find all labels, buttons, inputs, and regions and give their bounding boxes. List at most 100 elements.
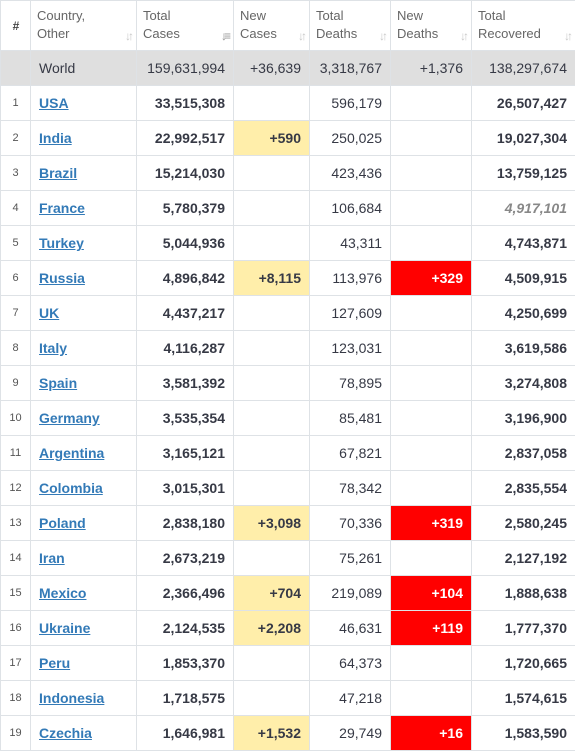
country-link[interactable]: Turkey — [39, 235, 84, 251]
total-recovered: 4,250,699 — [471, 295, 575, 331]
column-header-label-line2: Cases — [143, 26, 180, 41]
total-deaths: 70,336 — [309, 505, 391, 541]
sort-arrows-icon[interactable]: ↓↑ — [460, 29, 469, 43]
country-link[interactable]: Argentina — [39, 445, 105, 461]
total-cases: 4,896,842 — [136, 260, 234, 296]
total-cases: 3,015,301 — [136, 470, 234, 506]
new-cases — [233, 680, 310, 716]
row-index: 14 — [0, 540, 31, 576]
total-cases: 1,646,981 — [136, 715, 234, 751]
new-deaths — [390, 295, 472, 331]
new-deaths — [390, 400, 472, 436]
world-total-cases: 159,631,994 — [136, 50, 234, 86]
total-recovered: 1,888,638 — [471, 575, 575, 611]
row-index: 1 — [0, 85, 31, 121]
total-deaths: 78,895 — [309, 365, 391, 401]
new-deaths: +16 — [390, 715, 472, 751]
world-total-recovered: 138,297,674 — [471, 50, 575, 86]
row-index: 3 — [0, 155, 31, 191]
country-link[interactable]: Czechia — [39, 725, 92, 741]
country-link[interactable]: Poland — [39, 515, 86, 531]
column-header-country[interactable]: Country, Other ↓↑ — [30, 0, 137, 51]
new-deaths — [390, 330, 472, 366]
column-header-label-line2: Deaths — [397, 26, 439, 41]
total-recovered: 2,837,058 — [471, 435, 575, 471]
total-cases: 2,124,535 — [136, 610, 234, 646]
new-deaths — [390, 470, 472, 506]
country-link[interactable]: Italy — [39, 340, 68, 356]
total-cases: 15,214,030 — [136, 155, 234, 191]
country-link[interactable]: Brazil — [39, 165, 78, 181]
country-cell: Peru — [30, 645, 137, 681]
world-row: World 159,631,994 +36,639 3,318,767 +1,3… — [0, 50, 575, 86]
country-link[interactable]: UK — [39, 305, 60, 321]
total-cases: 33,515,308 — [136, 85, 234, 121]
total-cases: 5,044,936 — [136, 225, 234, 261]
country-link[interactable]: Peru — [39, 655, 71, 671]
column-header-new-deaths[interactable]: New Deaths ↓↑ — [390, 0, 472, 51]
sort-arrows-icon[interactable]: ↓↑ — [298, 29, 307, 43]
column-header-label-line1: Total — [143, 8, 171, 23]
country-link[interactable]: Mexico — [39, 585, 87, 601]
new-deaths — [390, 120, 472, 156]
new-deaths: +104 — [390, 575, 472, 611]
table-header: # Country, Other ↓↑ Total Cases ↓≡ New Cases ↓↑ To… — [0, 0, 575, 51]
new-cases: +590 — [233, 120, 310, 156]
country-cell: Poland — [30, 505, 137, 541]
new-deaths: +319 — [390, 505, 472, 541]
total-deaths: 106,684 — [309, 190, 391, 226]
country-link[interactable]: Spain — [39, 375, 78, 391]
world-new-deaths: +1,376 — [390, 50, 472, 86]
country-link[interactable]: USA — [39, 95, 69, 111]
total-deaths: 64,373 — [309, 645, 391, 681]
table-row: 14 Iran 2,673,219 75,261 2,127,192 — [0, 540, 575, 576]
total-cases: 2,366,496 — [136, 575, 234, 611]
row-index: 6 — [0, 260, 31, 296]
total-deaths: 596,179 — [309, 85, 391, 121]
country-link[interactable]: Indonesia — [39, 690, 105, 706]
total-recovered: 4,743,871 — [471, 225, 575, 261]
total-recovered: 2,127,192 — [471, 540, 575, 576]
country-link[interactable]: Iran — [39, 550, 65, 566]
row-index: 11 — [0, 435, 31, 471]
new-deaths — [390, 190, 472, 226]
total-recovered: 4,509,915 — [471, 260, 575, 296]
total-deaths: 67,821 — [309, 435, 391, 471]
column-header-label-line2: Cases — [240, 26, 277, 41]
total-cases: 22,992,517 — [136, 120, 234, 156]
country-link[interactable]: Russia — [39, 270, 85, 286]
row-index: 16 — [0, 610, 31, 646]
column-header-total-deaths[interactable]: Total Deaths ↓↑ — [309, 0, 391, 51]
sort-arrows-icon[interactable]: ↓↑ — [379, 29, 388, 43]
table-row: 9 Spain 3,581,392 78,895 3,274,808 — [0, 365, 575, 401]
total-cases: 3,581,392 — [136, 365, 234, 401]
row-index: 8 — [0, 330, 31, 366]
country-link[interactable]: France — [39, 200, 85, 216]
world-total-deaths: 3,318,767 — [309, 50, 391, 86]
country-cell: Italy — [30, 330, 137, 366]
country-link[interactable]: Ukraine — [39, 620, 91, 636]
country-link[interactable]: Germany — [39, 410, 100, 426]
sort-arrows-icon[interactable]: ↓↑ — [564, 29, 573, 43]
row-index: 7 — [0, 295, 31, 331]
country-link[interactable]: Colombia — [39, 480, 103, 496]
sort-desc-icon[interactable]: ↓≡ — [220, 29, 231, 43]
country-link[interactable]: India — [39, 130, 72, 146]
column-header-total-recovered[interactable]: Total Recovered ↓↑ — [471, 0, 575, 51]
new-cases: +2,208 — [233, 610, 310, 646]
table-row: 6 Russia 4,896,842 +8,115 113,976 +329 4,509,9… — [0, 260, 575, 296]
row-index: 17 — [0, 645, 31, 681]
column-header-total-cases[interactable]: Total Cases ↓≡ — [136, 0, 234, 51]
new-cases — [233, 295, 310, 331]
sort-arrows-icon[interactable]: ↓↑ — [125, 29, 134, 43]
column-header-label-line1: New — [240, 8, 267, 23]
column-header-new-cases[interactable]: New Cases ↓↑ — [233, 0, 310, 51]
table-row: 4 France 5,780,379 106,684 4,917,101 — [0, 190, 575, 226]
total-recovered: 1,583,590 — [471, 715, 575, 751]
table-body: World 159,631,994 +36,639 3,318,767 +1,3… — [0, 50, 575, 751]
total-deaths: 46,631 — [309, 610, 391, 646]
total-deaths: 43,311 — [309, 225, 391, 261]
total-recovered: 3,274,808 — [471, 365, 575, 401]
country-cell: Argentina — [30, 435, 137, 471]
